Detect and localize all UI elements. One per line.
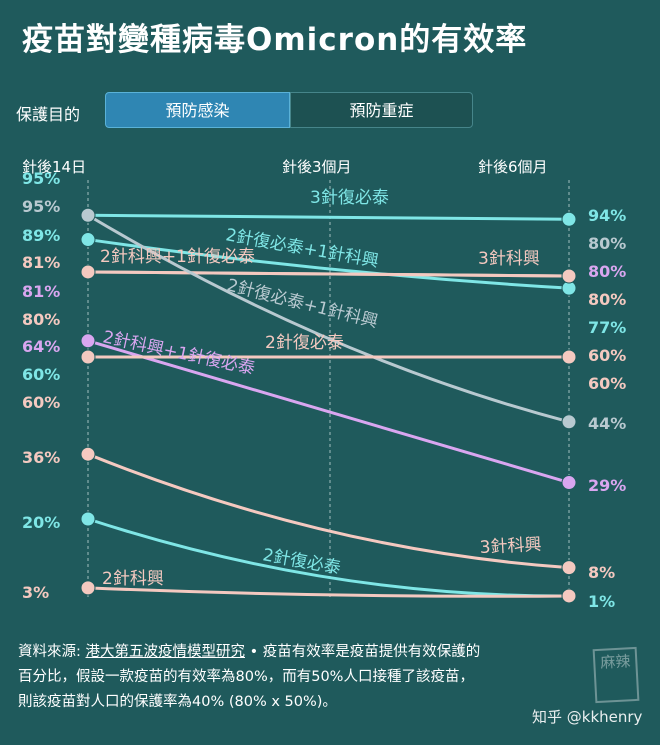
left-value-label: 3% [22,583,49,602]
series-end-point [561,349,577,365]
tab-prevent-infection[interactable]: 預防感染 [105,92,290,128]
footer-line-2: 百分比，假設一款疫苗的有效率為80%，而有50%人口接種了該疫苗， [18,669,474,685]
series-start-point [80,349,96,365]
right-value-label: 80% [588,290,626,309]
x-axis-label: 針後6個月 [478,158,548,176]
left-value-label: 95% [22,169,60,188]
footer-note: 資料來源: 港大第五波疫情模型研究 • 疫苗有效率是疫苗提供有效保護的 百分比，… [18,640,618,715]
left-value-label: 36% [22,448,60,467]
left-value-label: 95% [22,197,60,216]
series-start-point [80,264,96,280]
left-value-label: 20% [22,513,60,532]
series-end-point [561,268,577,284]
seal-logo: 麻辣 [592,646,640,704]
right-value-label: 94% [588,206,626,225]
series-label: 2針科興+1針復必泰 [101,327,257,379]
series-start-point [80,446,96,462]
series-label: 2針科興+1針復必泰 [100,247,255,267]
right-value-label: 77% [588,318,626,337]
series-label: 2針科興 [102,569,164,589]
watermark: 知乎 @kkhenry [532,708,643,726]
right-value-label: 1% [588,592,615,611]
series-line [87,213,570,221]
series-start-point [80,511,96,527]
chart-title: 疫苗對變種病毒Omicron的有效率 [22,22,528,58]
series-line [87,238,570,290]
footer-line-3: 則該疫苗對人口的保護率為40% (80% x 50%)。 [18,694,337,710]
series-label: 2針復必泰+1針科興 [225,275,380,332]
protection-purpose-label: 保護目的 [16,105,81,124]
right-value-label: 8% [588,563,615,582]
series-label: 3針科興 [478,249,540,269]
left-value-label: 81% [22,253,60,272]
left-value-label: 81% [22,282,60,301]
series-end-point [561,414,577,430]
series-end-point [561,475,577,491]
series-label: 3針科興 [479,535,542,558]
left-value-label: 89% [22,226,60,245]
right-value-label: 80% [588,234,626,253]
series-line [87,270,570,278]
right-value-label: 29% [588,476,626,495]
series-start-point [80,580,96,596]
right-value-label: 60% [588,374,626,393]
tab-prevent-severe[interactable]: 預防重症 [290,92,473,128]
right-value-label: 60% [588,346,626,365]
footer-line-1-rest: • 疫苗有效率是疫苗提供有效保護的 [249,644,481,660]
source-prefix: 資料來源: [18,644,86,660]
right-value-label: 80% [588,262,626,281]
series-end-point [561,560,577,576]
left-value-label: 80% [22,310,60,329]
x-axis-label: 針後3個月 [282,158,352,176]
series-line [87,452,570,570]
right-value-label: 44% [588,414,626,433]
efficacy-chart: 針後14日 針後3個月 針後6個月3針復必泰2針復必泰+1針科興2針科興+1針復必泰… [22,158,626,611]
left-value-label: 60% [22,365,60,384]
series-label: 3針復必泰 [310,188,389,208]
series-end-point [561,588,577,604]
series-start-point [80,333,96,349]
source-link[interactable]: 港大第五波疫情模型研究 [85,644,246,660]
series-end-point [561,211,577,227]
footer-line-1: 資料來源: 港大第五波疫情模型研究 • 疫苗有效率是疫苗提供有效保護的 [18,640,618,665]
series-line [87,339,570,484]
x-axis-label: 針後14日 [22,158,86,176]
series-line [87,586,570,598]
series-line [87,213,570,424]
series-label: 2針復必泰 [265,333,344,353]
series-start-point [80,232,96,248]
left-value-label: 60% [22,393,60,412]
series-start-point [80,207,96,223]
left-value-label: 64% [22,337,60,356]
seal-text: 麻辣 [599,652,631,672]
